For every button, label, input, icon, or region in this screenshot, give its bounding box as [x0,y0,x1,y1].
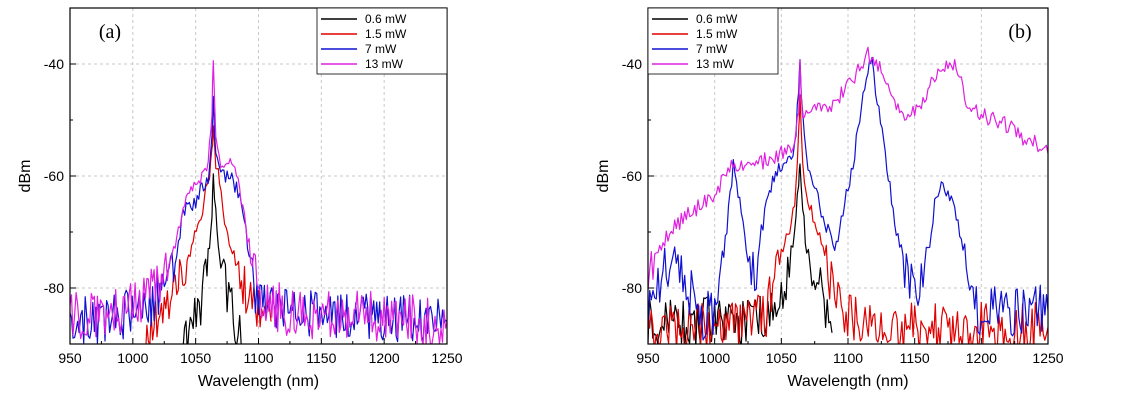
series-line-1-5-mW [648,94,1048,344]
x-tick-label: 1150 [900,350,930,366]
x-axis-label: Wavelength (nm) [198,373,319,390]
y-axis-label: dBm [17,160,34,193]
x-tick-label: 1200 [369,350,400,366]
series-group [648,46,1048,344]
panel-label: (a) [99,21,121,43]
y-tick-label: -40 [622,56,642,72]
series-line-13-mW [70,60,447,344]
series-line-13-mW [648,46,1048,290]
series-line-0-6-mW [182,173,246,344]
x-tick-label: 1050 [766,350,797,366]
legend-label: 0.6 mW [365,12,407,26]
x-tick-label: 1000 [117,350,148,366]
x-tick-label: 950 [58,350,82,366]
x-tick-label: 1100 [833,350,863,366]
y-tick-label: -60 [622,168,642,184]
x-tick-label: 1250 [431,350,462,366]
x-tick-label: 1200 [966,350,997,366]
legend-label: 7 mW [365,42,397,56]
panel-label: (b) [1008,21,1031,43]
legend-label: 1.5 mW [365,27,407,41]
legend-label: 13 mW [696,57,735,71]
legend-label: 7 mW [696,42,728,56]
series-line-7-mW [648,56,1048,341]
chart-panel-1: 950 1000 1050 1100 1150 1200 1250 -80 -60 -40 Wave… [17,7,463,390]
x-tick-label: 1050 [180,350,211,366]
y-tick-label: -60 [44,168,64,184]
y-axis-label: dBm [595,160,612,193]
x-axis-label: Wavelength (nm) [787,373,908,390]
x-tick-label: 1000 [699,350,730,366]
series-group [70,60,447,344]
chart-panel-2: 950 1000 1050 1100 1150 1200 1250 -80 -60 -40 Wave… [595,7,1064,390]
y-tick-label: -80 [44,280,64,296]
legend-label: 13 mW [365,57,404,71]
x-tick-label: 1100 [243,350,273,366]
x-tick-label: 950 [636,350,660,366]
legend-label: 1.5 mW [696,27,738,41]
legend-label: 0.6 mW [696,12,738,26]
y-tick-label: -40 [44,56,64,72]
y-tick-label: -80 [622,280,642,296]
x-tick-label: 1150 [306,350,336,366]
x-tick-label: 1250 [1032,350,1063,366]
